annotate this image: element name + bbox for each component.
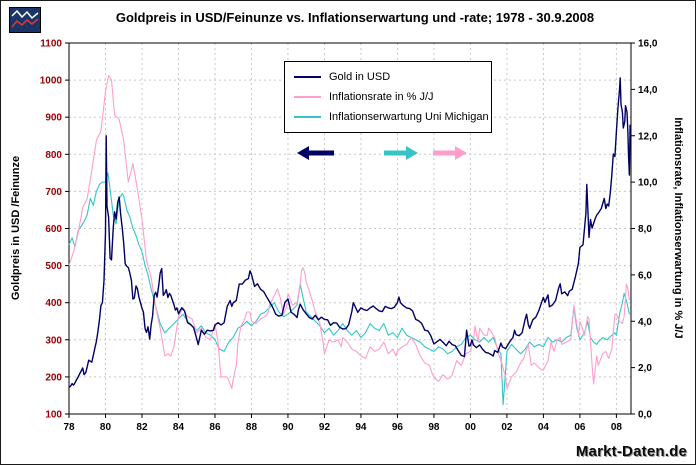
left-tick-label: 500 (45, 261, 62, 272)
right-tick-label: 14,0 (638, 85, 658, 96)
right-tick-label: 6,0 (638, 270, 652, 281)
x-tick-label: 98 (428, 422, 440, 433)
left-tick-label: 300 (45, 335, 62, 346)
left-tick-label: 700 (45, 187, 62, 198)
right-tick-label: 8,0 (638, 224, 652, 235)
x-tick-label: 78 (63, 422, 75, 433)
x-tick-label: 88 (246, 422, 258, 433)
right-tick-label: 16,0 (638, 39, 658, 50)
x-tick-label: 84 (173, 422, 185, 433)
legend-swatch-inflation-expectation (294, 116, 321, 118)
legend-item-gold: Gold in USD (294, 67, 482, 87)
x-tick-label: 92 (319, 422, 331, 433)
x-tick-label: 96 (392, 422, 404, 433)
right-tick-label: 2,0 (638, 363, 652, 374)
left-tick-label: 600 (45, 224, 62, 235)
left-tick-label: 800 (45, 150, 62, 161)
right-axis-arrow-pink-icon (433, 146, 467, 160)
legend-label-inflation-expectation: Inflationserwartung Uni Michigan (329, 111, 489, 123)
x-tick-label: 00 (465, 422, 477, 433)
legend-item-inflation-rate: Inflationsrate in % J/J (294, 87, 482, 107)
legend: Gold in USD Inflationsrate in % J/J Infl… (284, 61, 492, 133)
right-tick-label: 10,0 (638, 178, 658, 189)
x-tick-label: 06 (574, 422, 586, 433)
right-tick-label: 12,0 (638, 131, 658, 142)
left-tick-label: 400 (45, 298, 62, 309)
x-tick-label: 94 (355, 422, 367, 433)
x-tick-label: 86 (209, 422, 221, 433)
x-tick-label: 04 (538, 422, 550, 433)
left-tick-label: 900 (45, 113, 62, 124)
chart-title: Goldpreis in USD/Feinunze vs. Inflations… (115, 10, 595, 25)
legend-label-gold: Gold in USD (329, 71, 391, 83)
legend-swatch-inflation-rate (294, 96, 321, 98)
watermark: Markt-Daten.de (575, 443, 687, 460)
right-tick-label: 0,0 (638, 410, 652, 421)
right-axis-arrow-cyan-icon (384, 146, 418, 160)
x-tick-label: 02 (501, 422, 513, 433)
left-tick-label: 200 (45, 372, 62, 383)
left-tick-label: 100 (45, 410, 62, 421)
legend-item-inflation-expectation: Inflationserwartung Uni Michigan (294, 107, 489, 127)
right-tick-label: 4,0 (638, 317, 652, 328)
legend-label-inflation-rate: Inflationsrate in % J/J (329, 91, 434, 103)
x-tick-label: 90 (282, 422, 294, 433)
x-tick-label: 82 (136, 422, 148, 433)
left-tick-label: 1000 (40, 76, 63, 87)
x-tick-label: 80 (100, 422, 112, 433)
markt-daten-logo-icon (9, 7, 41, 33)
left-axis-arrow-icon (297, 146, 334, 160)
legend-swatch-gold (294, 76, 321, 78)
left-tick-label: 1100 (40, 39, 62, 50)
series-line-gold (68, 77, 631, 388)
x-tick-label: 08 (611, 422, 623, 433)
